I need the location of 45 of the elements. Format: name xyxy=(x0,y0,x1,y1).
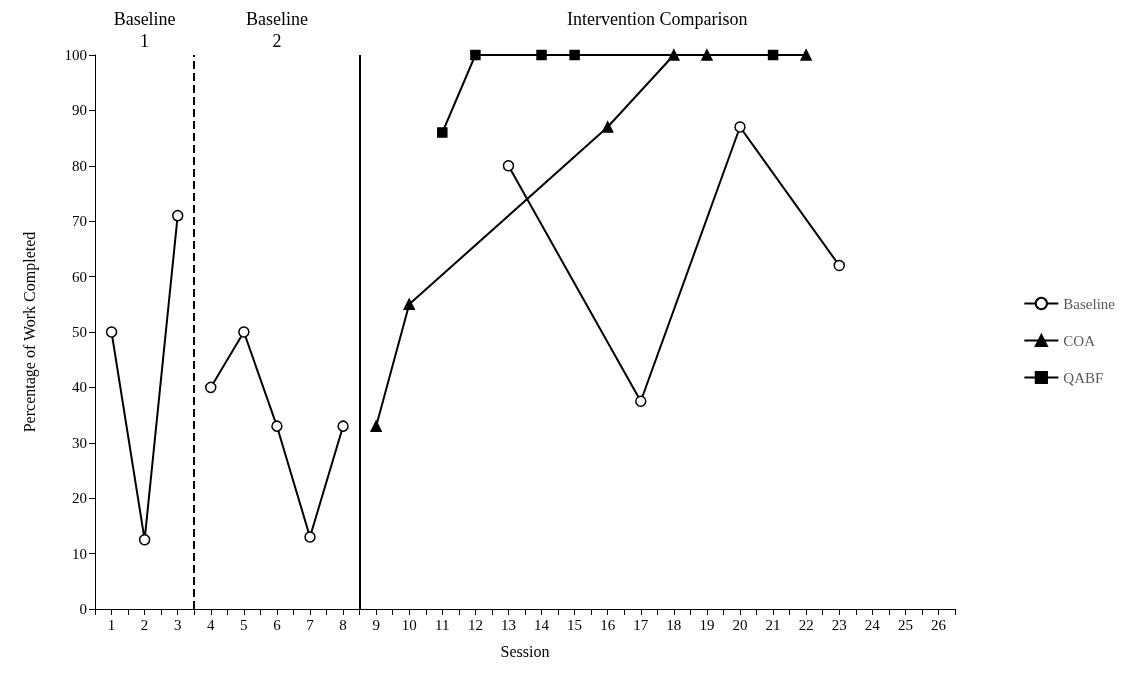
x-tick-label: 5 xyxy=(240,616,248,633)
x-tick-label: 4 xyxy=(207,616,216,633)
text: Baseline 1 xyxy=(113,9,176,51)
y-axis-title: Percentage of Work Completed xyxy=(20,231,39,433)
x-tick-label: 9 xyxy=(372,616,380,633)
x-tick-label: 11 xyxy=(435,616,450,633)
x-tick-label: 12 xyxy=(467,616,483,633)
x-tick-label: 20 xyxy=(732,616,748,633)
x-tick-label: 24 xyxy=(864,616,881,633)
x-tick-label: 17 xyxy=(633,616,649,633)
x-tick-label: 7 xyxy=(306,616,315,633)
x-tick-label: 23 xyxy=(831,616,847,633)
y-tick-label: 70 xyxy=(72,213,87,230)
y-tick-label: 40 xyxy=(72,379,87,396)
x-tick-label: 19 xyxy=(699,616,715,633)
legend-label: QABF xyxy=(1063,369,1104,386)
x-tick-label: 3 xyxy=(173,616,182,633)
x-tick-label: 2 xyxy=(140,616,149,633)
x-tick-label: 1 xyxy=(107,616,116,633)
x-tick-label: 18 xyxy=(666,616,682,633)
y-tick-label: 10 xyxy=(72,545,87,562)
y-tick-label: 30 xyxy=(72,434,87,451)
x-tick-label: 26 xyxy=(930,616,947,633)
x-tick-label: 10 xyxy=(401,616,417,633)
y-tick-label: 20 xyxy=(72,490,87,507)
x-tick-label: 16 xyxy=(600,616,616,633)
x-tick-label: 14 xyxy=(534,616,550,633)
x-tick-label: 21 xyxy=(765,616,781,633)
y-tick-label: 0 xyxy=(79,601,87,617)
x-axis-title: Session xyxy=(500,642,550,660)
x-tick-label: 8 xyxy=(339,616,347,633)
y-tick-label: 50 xyxy=(72,324,87,340)
x-tick-label: 6 xyxy=(273,616,282,633)
y-tick-label: 60 xyxy=(72,268,87,285)
text: Baseline 2 xyxy=(245,9,308,51)
legend-label: Baseline xyxy=(1063,295,1116,312)
x-tick-label: 13 xyxy=(500,616,516,633)
y-tick-label: 100 xyxy=(64,47,87,63)
y-tick-label: 80 xyxy=(72,157,87,174)
x-tick-label: 25 xyxy=(897,616,913,633)
y-tick-label: 90 xyxy=(72,102,87,119)
x-tick-label: 22 xyxy=(798,616,814,633)
text: Intervention Comparison xyxy=(567,9,748,29)
legend-label: COA xyxy=(1063,332,1096,349)
x-tick-label: 15 xyxy=(567,616,583,633)
